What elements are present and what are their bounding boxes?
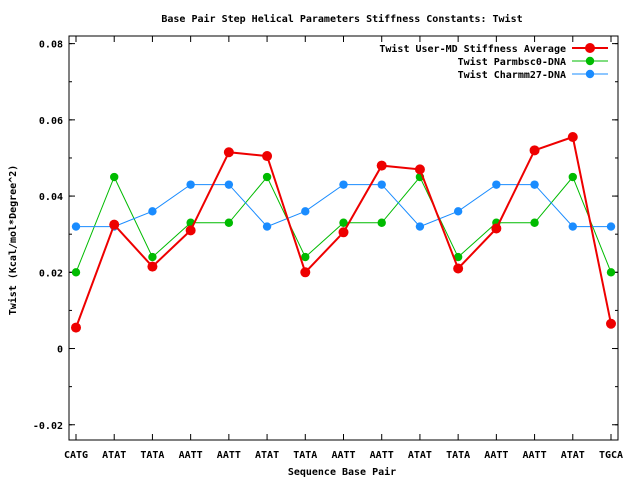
series-3 bbox=[71, 180, 616, 231]
legend-label: Twist Parmbsc0-DNA bbox=[458, 56, 566, 68]
data-point bbox=[606, 222, 616, 231]
data-point bbox=[147, 261, 158, 272]
data-point bbox=[301, 252, 310, 262]
x-tick-label: TATA bbox=[140, 450, 164, 461]
axes: -0.02 0 0.02 0.04 0.06 0.08 CATG ATAT TATA AATT AA… bbox=[33, 36, 623, 461]
data-point bbox=[530, 218, 539, 227]
y-tick-label: 0.08 bbox=[39, 40, 63, 51]
data-point bbox=[262, 172, 272, 182]
data-point bbox=[339, 180, 348, 189]
data-point bbox=[377, 218, 386, 227]
y-tick-label: 0.06 bbox=[39, 116, 63, 127]
data-point bbox=[453, 252, 463, 262]
data-point bbox=[415, 222, 425, 231]
x-tick-label: TATA bbox=[446, 450, 470, 461]
data-point bbox=[376, 160, 387, 171]
legend-marker bbox=[585, 69, 595, 79]
x-tick-label: AATT bbox=[217, 450, 241, 461]
x-tick-label: ATAT bbox=[408, 450, 432, 461]
x-axis-label: Sequence Base Pair bbox=[288, 466, 396, 478]
x-tick-label: AATT bbox=[179, 450, 203, 461]
data-point bbox=[567, 132, 578, 142]
series-layer bbox=[71, 132, 616, 333]
x-tick-label: CATG bbox=[64, 450, 88, 461]
data-point bbox=[148, 252, 157, 262]
x-tick-label: ATAT bbox=[561, 450, 585, 461]
data-point bbox=[568, 172, 577, 182]
data-point bbox=[71, 222, 81, 231]
data-point bbox=[300, 267, 311, 278]
series-2 bbox=[71, 172, 616, 277]
x-tick-label: TATA bbox=[293, 450, 317, 461]
data-point bbox=[71, 268, 81, 277]
data-point bbox=[529, 145, 540, 156]
data-point bbox=[148, 207, 157, 216]
data-point bbox=[606, 268, 616, 277]
data-point bbox=[453, 207, 463, 216]
x-tick-label: AATT bbox=[484, 450, 508, 461]
data-point bbox=[223, 147, 234, 158]
y-tick-label: 0.04 bbox=[39, 192, 63, 203]
y-tick-label: 0.02 bbox=[39, 268, 63, 279]
x-tick-label: AATT bbox=[331, 450, 355, 461]
data-point bbox=[71, 322, 81, 333]
legend-marker bbox=[585, 43, 595, 53]
data-point bbox=[492, 180, 501, 189]
data-point bbox=[262, 222, 272, 231]
series-1 bbox=[71, 132, 616, 333]
data-point bbox=[185, 225, 196, 236]
data-point bbox=[301, 207, 310, 216]
plot-frame bbox=[68, 35, 619, 441]
x-tick-label: ATAT bbox=[255, 450, 279, 461]
data-point bbox=[530, 180, 539, 189]
data-point bbox=[377, 180, 386, 189]
data-point bbox=[338, 227, 349, 238]
data-point bbox=[110, 172, 119, 182]
data-point bbox=[224, 180, 234, 189]
x-tick-label: TGCA bbox=[599, 450, 623, 461]
data-point bbox=[224, 218, 234, 227]
y-tick-label: 0 bbox=[57, 345, 63, 356]
data-point bbox=[339, 218, 348, 227]
data-point bbox=[606, 318, 616, 329]
data-point bbox=[453, 263, 464, 274]
data-point bbox=[568, 222, 577, 231]
legend-label: Twist User-MD Stiffness Average bbox=[379, 43, 566, 55]
legend-label: Twist Charmm27-DNA bbox=[458, 69, 566, 81]
data-point bbox=[262, 151, 273, 162]
legend-marker bbox=[585, 56, 595, 66]
x-tick-label: ATAT bbox=[102, 450, 126, 461]
y-axis-label: Twist (Kcal/mol*Degree^2) bbox=[7, 165, 19, 316]
data-point bbox=[186, 180, 195, 189]
y-tick-label: -0.02 bbox=[33, 421, 63, 432]
data-point bbox=[109, 219, 120, 230]
x-tick-label: AATT bbox=[370, 450, 394, 461]
chart-title: Base Pair Step Helical Parameters Stiffn… bbox=[161, 13, 522, 25]
data-point bbox=[414, 164, 425, 175]
data-point bbox=[491, 223, 502, 234]
x-tick-label: AATT bbox=[523, 450, 547, 461]
